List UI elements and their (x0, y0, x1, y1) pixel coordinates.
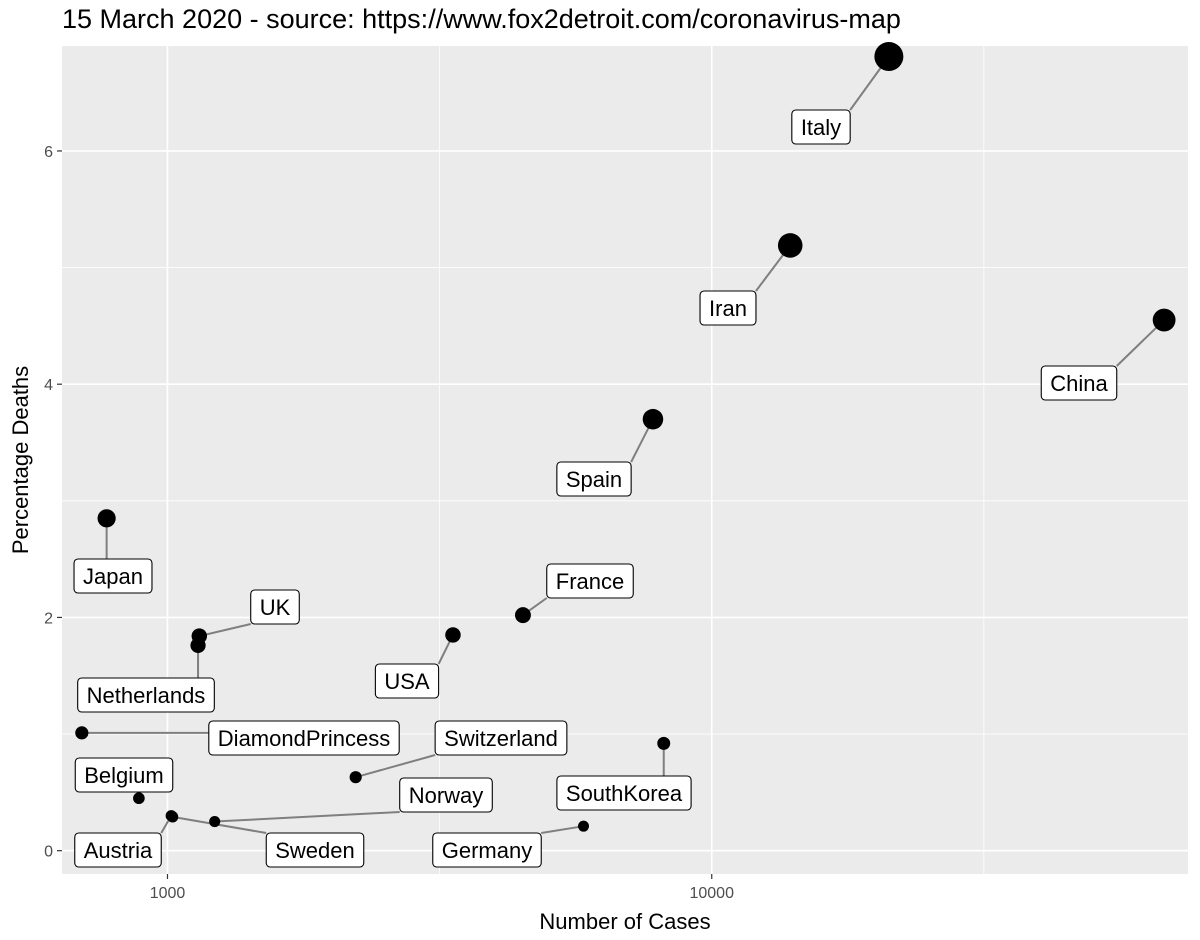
data-point-france (514, 607, 531, 624)
label-text: China (1050, 371, 1108, 396)
label-text: Austria (84, 838, 153, 863)
point-labels: Italy Iran China Spain Japan France UK USA Nethe… (73, 109, 1118, 868)
label-box (432, 832, 542, 868)
label-box (77, 677, 215, 713)
x-tick-label: 10000 (689, 885, 734, 902)
point-label-france: France (546, 563, 634, 599)
data-point-switzerland (349, 771, 362, 784)
axes: 1000 10000 0 2 4 6 (44, 144, 734, 902)
x-axis-title: Number of Cases (539, 909, 710, 934)
label-text: UK (260, 595, 291, 620)
leader-line-germany (541, 825, 584, 834)
label-box (74, 832, 162, 868)
point-label-germany: Germany (432, 832, 542, 868)
label-text: Italy (801, 115, 841, 140)
label-text: USA (384, 669, 430, 694)
label-text: Switzerland (444, 726, 558, 751)
point-label-uk: UK (250, 589, 300, 625)
label-text: Spain (566, 467, 622, 492)
label-box (208, 720, 400, 756)
chart-title: 15 March 2020 - source: https://www.fox2… (62, 4, 901, 34)
y-tick-label: 2 (44, 610, 53, 627)
label-text: DiamondPrincess (218, 726, 390, 751)
label-box (1040, 365, 1118, 401)
point-label-italy: Italy (791, 109, 851, 145)
data-point-spain (642, 408, 664, 430)
label-box (74, 757, 174, 793)
y-tick-label: 6 (44, 144, 53, 161)
point-label-southkorea: SouthKorea (556, 775, 692, 811)
label-box (265, 832, 365, 868)
point-label-usa: USA (374, 663, 440, 699)
label-text: Norway (409, 783, 484, 808)
label-text: Japan (83, 564, 143, 589)
label-box (374, 663, 440, 699)
label-box (556, 461, 632, 497)
label-box (399, 777, 493, 813)
label-text: Iran (709, 296, 747, 321)
label-text: France (556, 569, 624, 594)
point-label-sweden: Sweden (265, 832, 365, 868)
data-point-norway (209, 815, 221, 828)
label-box (434, 720, 568, 756)
data-point-netherlands (190, 637, 206, 654)
point-label-iran: Iran (699, 290, 757, 326)
leader-line-switzerland (355, 754, 436, 779)
label-text: Germany (442, 838, 532, 863)
y-tick-label: 4 (44, 377, 53, 394)
data-point-belgium (133, 792, 145, 805)
label-text: Belgium (84, 763, 163, 788)
point-label-china: China (1040, 365, 1118, 401)
point-label-diamondprincess: DiamondPrincess (208, 720, 400, 756)
data-point-sweden (167, 811, 179, 823)
data-point-diamondprincess (75, 726, 89, 740)
data-point-italy (874, 41, 904, 71)
label-box (699, 290, 757, 326)
y-tick-label: 0 (44, 844, 53, 861)
point-label-austria: Austria (74, 832, 162, 868)
data-point-southkorea (657, 736, 671, 750)
label-text: Netherlands (87, 683, 206, 708)
label-box (250, 589, 300, 625)
data-point-iran (777, 233, 803, 258)
data-point-usa (445, 627, 461, 643)
data-points (75, 41, 1176, 832)
label-text: SouthKorea (566, 781, 683, 806)
y-axis-title: Percentage Deaths (8, 366, 33, 554)
data-point-germany (578, 820, 590, 832)
point-label-netherlands: Netherlands (77, 677, 215, 713)
data-point-japan (97, 509, 116, 528)
point-label-switzerland: Switzerland (434, 720, 568, 756)
label-box (791, 109, 851, 145)
label-box (546, 563, 634, 599)
label-box (556, 775, 692, 811)
leader-line-sweden (172, 815, 267, 834)
label-text: Sweden (275, 838, 355, 863)
point-label-norway: Norway (399, 777, 493, 813)
leader-line-uk (199, 623, 251, 638)
point-label-japan: Japan (73, 558, 153, 594)
point-label-belgium: Belgium (74, 757, 174, 793)
x-tick-label: 1000 (150, 885, 186, 902)
label-box (73, 558, 153, 594)
leader-line-norway (214, 811, 400, 823)
point-label-spain: Spain (556, 461, 632, 497)
data-point-china (1152, 308, 1176, 332)
